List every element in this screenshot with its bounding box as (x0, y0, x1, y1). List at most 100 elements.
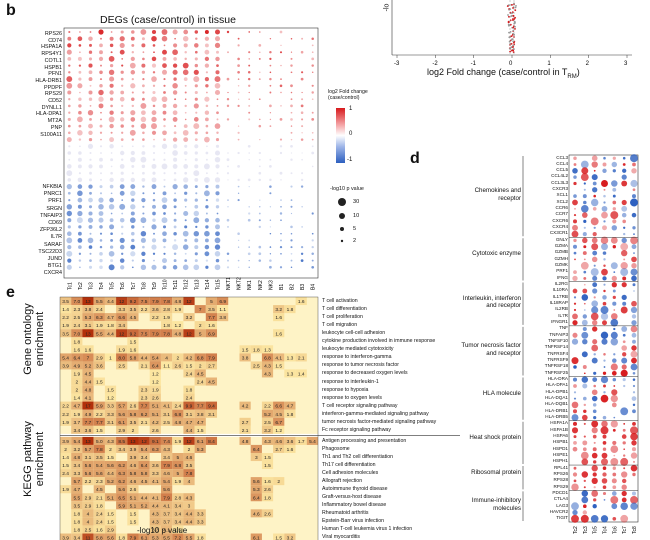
d-gene-prf1: PRF1 (556, 268, 568, 274)
d-dot (581, 294, 589, 301)
heat-value: 13 (85, 439, 91, 445)
heat-cell (71, 393, 83, 402)
heat-value: 5.6 (107, 536, 114, 540)
d-dot (612, 169, 616, 173)
d-dot (622, 352, 627, 357)
b-dot (98, 29, 104, 35)
volcano-point (512, 29, 515, 32)
kegg-term-1: Phagosome (322, 445, 350, 452)
heat-value: 5.3 (197, 447, 204, 453)
b-dot (142, 97, 145, 101)
heat-cell (82, 469, 94, 478)
d-dot (603, 499, 606, 501)
heat-cell (261, 477, 274, 486)
heat-value: 2.5 (163, 420, 170, 426)
b-dot (183, 29, 189, 35)
b-dot (205, 259, 209, 262)
heat-value: 1.7 (298, 439, 305, 445)
d-dot (632, 391, 636, 394)
b-dot (300, 104, 304, 108)
heat-value: 4.5 (275, 412, 282, 418)
d-dot (601, 478, 608, 484)
heat-cell (127, 345, 139, 354)
b-dot (99, 164, 103, 169)
d-dot (621, 490, 627, 497)
d-dot (583, 396, 587, 401)
d-gene-rps28: RPS28 (553, 477, 568, 483)
d-dot (602, 162, 607, 167)
b-dot (100, 152, 102, 154)
heat-cell (127, 517, 139, 526)
heat-value: 1.8 (73, 519, 80, 525)
b-dot (172, 116, 178, 122)
d-dot (633, 252, 635, 255)
heat-value: 2.9 (118, 428, 125, 434)
b-dot (258, 259, 262, 262)
b-dot (215, 224, 220, 230)
heat-value: 1.3 (264, 347, 271, 353)
b-dot (109, 83, 114, 88)
d-gene-ifng: IFNG (557, 274, 568, 280)
heat-cell (93, 453, 105, 462)
b-dot (67, 43, 72, 48)
b-dot (120, 225, 124, 229)
heat-cell (295, 297, 307, 306)
heat-cell (116, 533, 128, 540)
fold-change-tick-0: 0 (349, 131, 353, 137)
b-dot (193, 217, 200, 224)
heat-value: 4.7 (73, 487, 80, 493)
b-dot (226, 104, 230, 108)
b-dot (311, 37, 314, 40)
heat-value: 5.5 (73, 495, 80, 501)
heat-cell (273, 417, 285, 426)
b-dot (78, 252, 82, 255)
heat-value: 7.9 (208, 355, 215, 361)
fold-change-legend-title: log2 Fold change (case/control) (328, 89, 368, 101)
heat-value: 5.1 (107, 495, 114, 501)
heat-value: 5.8 (130, 412, 137, 418)
heat-value: 9.2 (130, 299, 137, 305)
d-dot (603, 258, 606, 261)
b-dot (110, 31, 113, 33)
b-dot (311, 111, 314, 114)
d-gene-hla-drb5: HLA-DRB5 (545, 413, 568, 419)
b-dot (77, 238, 83, 243)
heat-value: 3.5 (62, 299, 69, 305)
volcano-point (511, 4, 513, 6)
b-dot (89, 158, 92, 161)
heat-value: 1.8 (253, 347, 260, 353)
b-dot (311, 165, 314, 168)
b-dot (237, 70, 240, 74)
heat-value: 1.9 (62, 323, 69, 329)
heat-cell (284, 401, 296, 410)
d-dot (573, 181, 577, 186)
kegg-term-8: Inflammatory bowel disease (322, 502, 387, 509)
gene-label-hla-drb1: HLA-DRB1 (35, 77, 62, 84)
d-dot (631, 396, 637, 401)
heat-cell (116, 444, 128, 453)
b-dot (184, 198, 188, 202)
b-dot (151, 63, 157, 68)
d-dot (590, 268, 599, 277)
heat-value: 2.4 (186, 372, 193, 378)
heat-cell (295, 436, 307, 445)
heat-value: 5.6 (253, 479, 260, 485)
heat-cell (172, 533, 184, 540)
b-dot (109, 144, 114, 149)
heat-cell (71, 409, 83, 418)
b-dot (141, 259, 145, 263)
b-dot (152, 90, 156, 95)
heat-cell (71, 469, 83, 478)
b-dot (204, 117, 209, 122)
b-dot (279, 138, 283, 141)
b-col-label-tc4: Tc4 (99, 282, 105, 290)
d-dot (574, 207, 576, 210)
heat-value: 9.4 (208, 404, 215, 410)
b-dot (311, 245, 314, 249)
heat-cell (82, 453, 94, 462)
b-col-label-tc15: Tc15 (215, 279, 221, 290)
heat-cell (295, 353, 307, 362)
b-dot (141, 70, 146, 74)
b-dot (184, 191, 188, 195)
d-dot (571, 427, 579, 434)
